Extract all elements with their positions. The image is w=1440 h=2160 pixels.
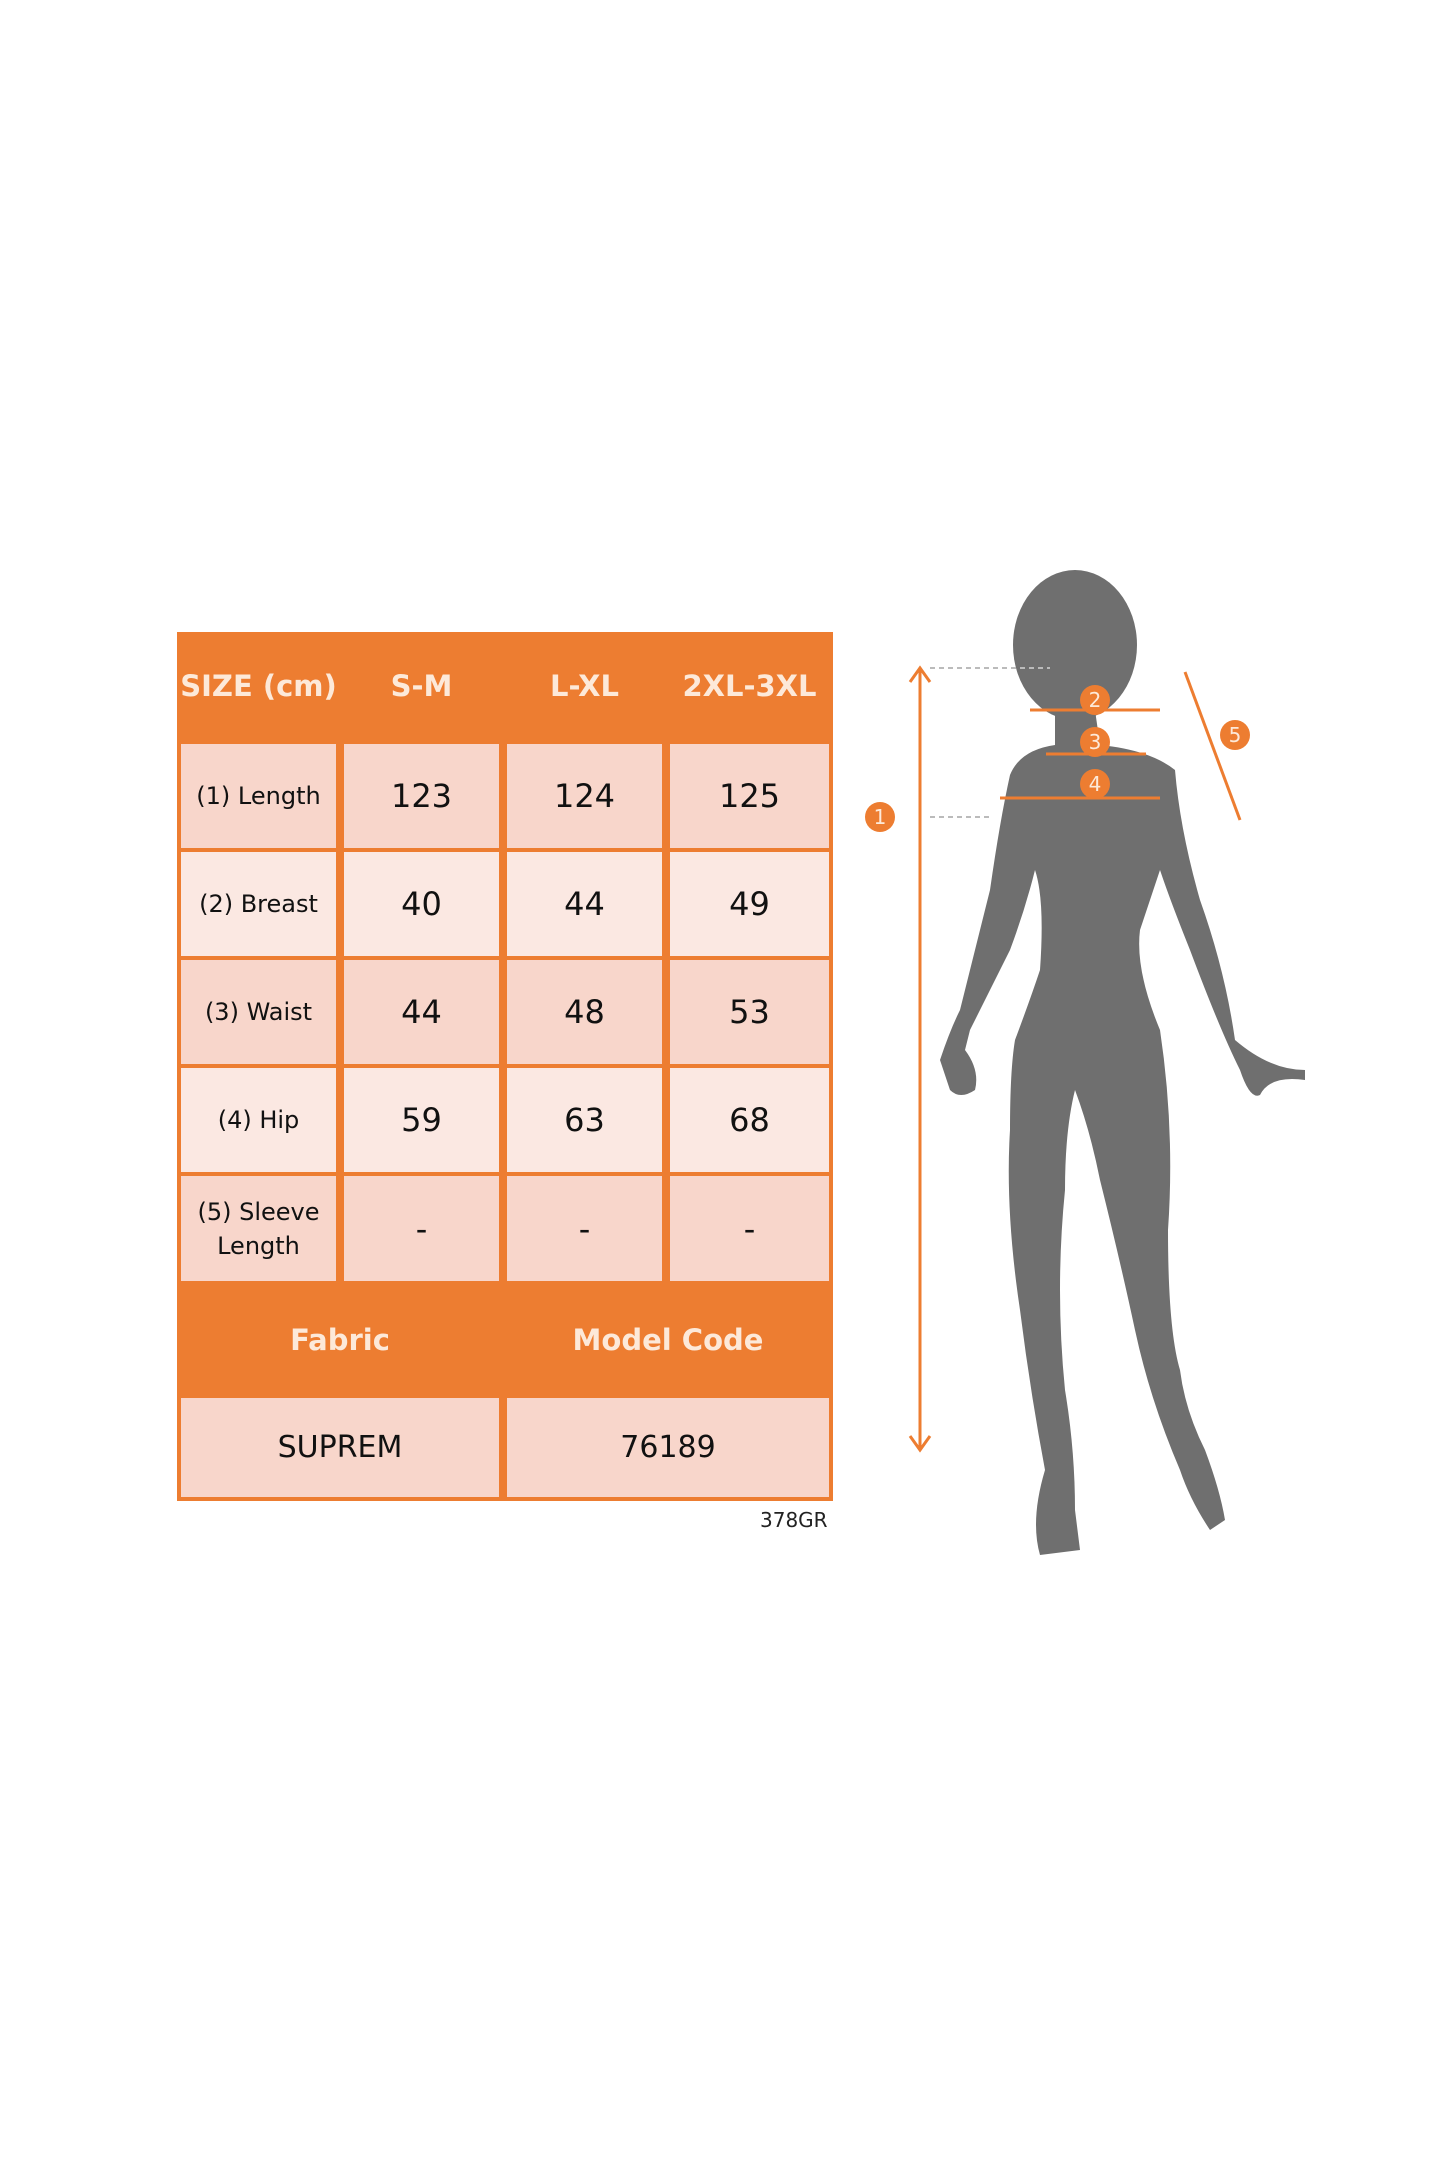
- row-label: (2) Breast: [181, 852, 336, 956]
- row-value: 125: [670, 744, 829, 848]
- row-label: (5) Sleeve Length: [181, 1176, 336, 1281]
- row-value: -: [670, 1176, 829, 1281]
- row-label: (4) Hip: [181, 1068, 336, 1172]
- fabric-value: SUPREM: [181, 1398, 499, 1497]
- sleeve-arrow: [1183, 671, 1242, 821]
- row-value: 123: [344, 744, 499, 848]
- marker-3: 3: [1089, 730, 1102, 754]
- row-value: 68: [670, 1068, 829, 1172]
- marker-2: 2: [1089, 688, 1102, 712]
- row-value: 48: [507, 960, 662, 1064]
- header-model-code: Model Code: [572, 1323, 764, 1357]
- row-value: 124: [507, 744, 662, 848]
- header-size-sm: S-M: [390, 669, 453, 703]
- marker-circles: [865, 685, 1250, 832]
- row-value: 44: [344, 960, 499, 1064]
- model-code-value: 76189: [507, 1398, 829, 1497]
- row-value: 59: [344, 1068, 499, 1172]
- header-size: SIZE (cm): [180, 669, 337, 703]
- marker-1: 1: [874, 805, 887, 829]
- row-value: 49: [670, 852, 829, 956]
- row-label: (3) Waist: [181, 960, 336, 1064]
- row-value: -: [344, 1176, 499, 1281]
- row-value: 44: [507, 852, 662, 956]
- marker-5: 5: [1229, 723, 1242, 747]
- row-value: -: [507, 1176, 662, 1281]
- body-silhouette: 1 2 3 4 5: [865, 570, 1305, 1555]
- header-size-2xl3xl: 2XL-3XL: [682, 669, 817, 703]
- silhouette-shape: [940, 570, 1305, 1555]
- row-label: (1) Length: [181, 744, 336, 848]
- row-value: 53: [670, 960, 829, 1064]
- header-fabric: Fabric: [290, 1323, 390, 1357]
- marker-4: 4: [1089, 772, 1102, 796]
- row-value: 63: [507, 1068, 662, 1172]
- product-code: 378GR: [760, 1508, 828, 1532]
- size-chart-table: SIZE (cm) S-M L-XL 2XL-3XL (1) Length 123…: [177, 632, 833, 1501]
- row-value: 40: [344, 852, 499, 956]
- header-size-lxl: L-XL: [550, 669, 619, 703]
